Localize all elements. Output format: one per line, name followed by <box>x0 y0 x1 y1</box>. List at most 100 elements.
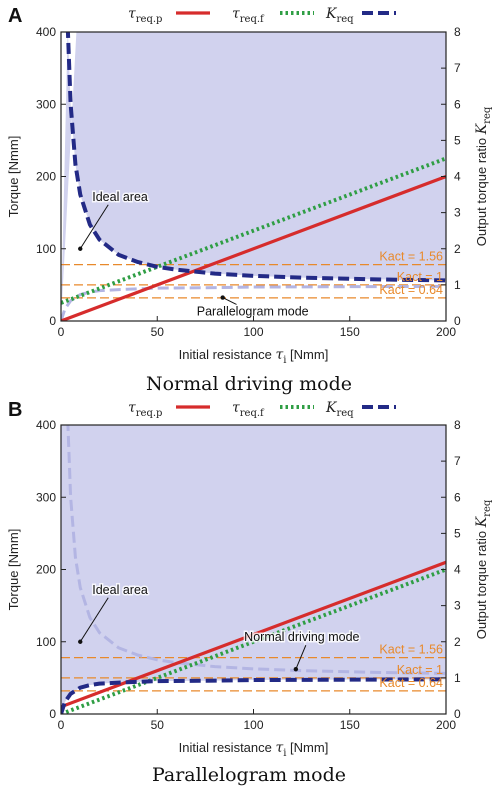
y-tick-label: 300 <box>36 97 56 111</box>
series-K-req <box>65 32 446 283</box>
annotation-leader <box>295 645 307 670</box>
x-axis: 0 50 100 150 200 <box>58 316 456 339</box>
legend-label-tau-req-f-sub: req.f <box>240 408 265 419</box>
y2-tick-label: 0 <box>454 707 461 721</box>
legend-label-tau-req-p-sub: req.p <box>136 14 163 25</box>
plot-area <box>61 32 446 321</box>
y2-axis-label: Output torque ratio Kreq <box>474 499 493 639</box>
legend-1: τreq.p τreq.f Kreq <box>128 400 396 419</box>
x-axis-label-unit: [Nmm] <box>286 740 328 755</box>
y2-axis-label-symbol: K <box>474 515 490 528</box>
y-tick-label: 0 <box>49 707 56 721</box>
y2-tick-label: 1 <box>454 671 461 685</box>
y2-axis-label-sub: req <box>482 106 493 124</box>
k-act-label: Kact = 1 <box>397 270 443 284</box>
y-tick-label: 400 <box>36 25 56 39</box>
y-axis-label: Torque [Nmm] <box>6 529 21 611</box>
legend-label-tau-req-f: τreq.f <box>232 6 265 25</box>
y2-axis-label: Output torque ratio Kreq <box>474 106 493 246</box>
legend-label-tau-req-p-sub: req.p <box>136 408 163 419</box>
legend-label-tau-req-p-base: τ <box>128 400 136 416</box>
y2-axis-label-symbol: K <box>474 122 490 135</box>
legend-label-tau-req-f-base: τ <box>232 400 240 416</box>
y2-tick-label: 6 <box>454 97 461 111</box>
x-axis-label-sub: i <box>283 748 286 759</box>
y-tick-label: 200 <box>36 170 56 184</box>
y2-axis-label-text: Output torque ratio <box>474 527 489 639</box>
x-tick-label: 150 <box>340 325 360 339</box>
y2-tick-label: 3 <box>454 599 461 613</box>
legend-label-tau-req-p: τreq.p <box>128 6 162 25</box>
annotation-label: Ideal area <box>92 583 148 597</box>
annotation-label: Normal driving mode <box>244 630 359 644</box>
k-act-label: Kact = 1.56 <box>379 643 443 657</box>
series-tau-req-p <box>61 175 446 321</box>
y-axis-right: 0 1 2 3 4 5 6 7 8 <box>441 418 461 721</box>
k-act-label: Kact = 0.64 <box>379 676 443 690</box>
annotation-leader <box>79 204 109 250</box>
series-tau-req-f <box>61 567 446 714</box>
legend-label-K-req: Kreq <box>325 6 354 25</box>
y2-tick-label: 8 <box>454 418 461 432</box>
legend-label-K-req: Kreq <box>325 400 354 419</box>
x-tick-label: 50 <box>151 718 165 732</box>
legend-label-tau-req-p: τreq.p <box>128 400 162 419</box>
panel-caption: Normal driving mode <box>146 373 352 395</box>
y-tick-label: 100 <box>36 635 56 649</box>
y2-tick-label: 0 <box>454 314 461 328</box>
x-tick-label: 150 <box>340 718 360 732</box>
k-act-label: Kact = 1.56 <box>379 250 443 264</box>
y2-tick-label: 2 <box>454 635 461 649</box>
x-tick-label: 50 <box>151 325 165 339</box>
x-tick-label: 100 <box>243 718 263 732</box>
panel-letter: A <box>8 5 22 27</box>
k-act-label: Kact = 1 <box>397 663 443 677</box>
ideal-area-shading <box>61 425 446 714</box>
y2-tick-label: 2 <box>454 242 461 256</box>
y2-tick-label: 3 <box>454 206 461 220</box>
legend-label-K-req-base: K <box>325 6 338 22</box>
y-axis-left: 0 100 200 300 400 <box>36 418 66 721</box>
legend-label-tau-req-f: τreq.f <box>232 400 265 419</box>
series-K-req-faded <box>66 425 446 675</box>
y2-tick-label: 7 <box>454 61 461 75</box>
y2-tick-label: 7 <box>454 454 461 468</box>
legend-label-K-req-base: K <box>325 400 338 416</box>
legend-label-tau-req-f-base: τ <box>232 6 240 22</box>
y-axis-label: Torque [Nmm] <box>6 136 21 218</box>
y2-tick-label: 4 <box>454 563 461 577</box>
series-tau-req-p <box>61 560 446 709</box>
x-axis-label-sub: i <box>283 355 286 366</box>
y2-tick-label: 5 <box>454 526 461 540</box>
y2-axis-label-text: Output torque ratio <box>474 134 489 246</box>
annotation-dot <box>293 667 299 672</box>
series-K-req <box>61 677 446 714</box>
y2-tick-label: 5 <box>454 133 461 147</box>
x-axis: 0 50 100 150 200 <box>58 709 456 732</box>
panel-letter: B <box>8 399 22 421</box>
x-axis-label: Initial resistance τi [Nmm] <box>179 347 329 366</box>
y-tick-label: 400 <box>36 418 56 432</box>
y2-tick-label: 8 <box>454 25 461 39</box>
y2-tick-label: 4 <box>454 170 461 184</box>
y-tick-label: 0 <box>49 314 56 328</box>
y-tick-label: 300 <box>36 490 56 504</box>
x-axis-label-symbol: τ <box>275 347 283 363</box>
y-tick-label: 100 <box>36 242 56 256</box>
legend-0: τreq.p τreq.f Kreq <box>128 6 396 25</box>
legend-label-tau-req-p-base: τ <box>128 6 136 22</box>
panel-caption: Parallelogram mode <box>152 764 346 786</box>
legend-label-tau-req-f-sub: req.f <box>240 14 265 25</box>
annotation-label: Ideal area <box>92 190 148 204</box>
y2-tick-label: 1 <box>454 278 461 292</box>
series-tau-req-f <box>61 156 446 305</box>
series-K-req-faded <box>61 284 446 321</box>
y2-tick-label: 6 <box>454 490 461 504</box>
k-act-label: Kact = 0.64 <box>379 283 443 297</box>
plot-area <box>61 425 446 714</box>
y2-axis-label-sub: req <box>482 499 493 517</box>
